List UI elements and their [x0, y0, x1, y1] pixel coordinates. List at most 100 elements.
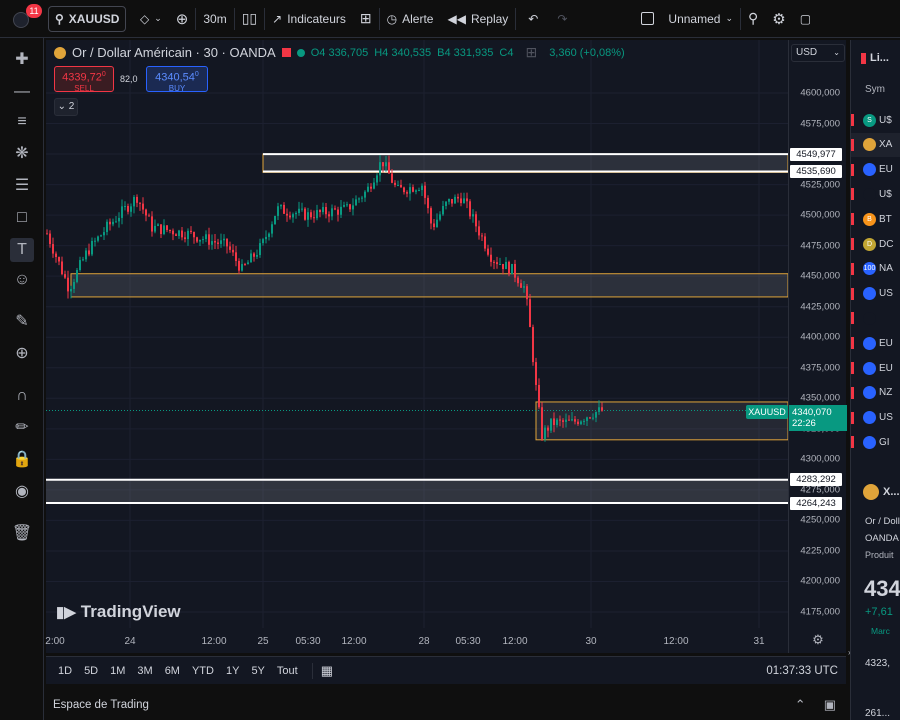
watchlist-row[interactable]: D DC	[851, 232, 900, 256]
time-tick-label: 28	[418, 636, 430, 647]
candle-body	[361, 197, 363, 199]
watchlist-row[interactable]	[851, 306, 900, 330]
sell-button[interactable]: 4339,720 SELL	[54, 66, 114, 93]
indicators-button[interactable]: ↗ Indicateurs	[265, 0, 353, 38]
quick-search-button[interactable]: ⚲	[741, 0, 765, 38]
watchlist-header[interactable]: Li...	[861, 52, 889, 64]
candle-body	[286, 213, 288, 216]
text-tool[interactable]: T	[10, 238, 34, 262]
watchlist-row[interactable]: GI	[851, 430, 900, 454]
horizontal-line-price-label[interactable]: 4283,292	[790, 473, 842, 487]
templates-button[interactable]: ⊞	[353, 0, 379, 38]
pattern-tool[interactable]: ❋	[10, 142, 34, 166]
date-range-bar: 1D 5D 1M 3M 6M YTD 1Y 5Y Tout ▦ 01:37:33 UTC	[46, 656, 846, 684]
horizontal-line-price-label[interactable]: 4264,243	[790, 496, 842, 510]
candle-body	[136, 196, 138, 203]
detail-name: Or / Dolla	[865, 516, 900, 527]
shapes-tool[interactable]: □	[10, 206, 34, 230]
buy-button[interactable]: 4340,540 BUY	[146, 66, 208, 93]
flag-icon	[851, 386, 854, 399]
candle-body	[52, 244, 54, 254]
emoji-tool[interactable]: ☺	[10, 268, 34, 292]
candle-body	[232, 249, 234, 253]
watchlist-row[interactable]: US	[851, 282, 900, 306]
candle-body	[76, 270, 78, 283]
watchlist-panel: Li... Sym S U$ XA EU U$ B BT D DC 100 NA US EU EU NZ US…	[850, 40, 900, 720]
range-button-tout[interactable]: Tout	[276, 664, 298, 677]
redo-button[interactable]: ↷	[550, 0, 574, 38]
price-axis[interactable]: USD ⌄ 4600,0004575,0004550,0004525,00045…	[788, 40, 847, 653]
range-button-5y[interactable]: 5Y	[251, 664, 265, 677]
compare-button[interactable]: ◇ ⌄	[133, 0, 169, 38]
watchlist-row[interactable]: B BT	[851, 207, 900, 231]
horizontal-line-price-label[interactable]: 4535,690	[790, 165, 842, 179]
plus-circle-icon: ⊕	[175, 10, 189, 28]
crosshair-tool[interactable]: ✚	[10, 48, 34, 72]
stay-drawing-tool[interactable]: ✏	[10, 416, 34, 440]
lock-drawings-tool[interactable]: 🔒	[10, 448, 34, 472]
candlestick-chart[interactable]	[46, 40, 788, 653]
profile-menu[interactable]: 11	[10, 3, 42, 34]
range-button-1y[interactable]: 1Y	[225, 664, 240, 677]
indicators-toggle[interactable]: ⌄ 2	[54, 98, 78, 116]
alert-button[interactable]: ◷ Alerte	[380, 0, 441, 38]
range-button-6m[interactable]: 6M	[164, 664, 180, 677]
clock[interactable]: 01:37:33 UTC	[766, 664, 838, 677]
watchlist-row[interactable]: EU	[851, 356, 900, 380]
status-dot-icon	[296, 48, 305, 57]
range-button-1m[interactable]: 1M	[110, 664, 126, 677]
candle-body	[316, 210, 318, 219]
watchlist-row[interactable]: EU	[851, 158, 900, 182]
layout-button[interactable]	[634, 0, 661, 38]
magnet-tool[interactable]: ∩	[10, 384, 34, 408]
axis-settings-button[interactable]: ⚙	[810, 632, 826, 648]
watchlist-row[interactable]: US	[851, 406, 900, 430]
candle-body	[166, 225, 168, 231]
add-symbol-button[interactable]: ⊕	[169, 0, 196, 38]
goto-date-button[interactable]: ▦	[321, 663, 333, 679]
watchlist-row[interactable]: S U$	[851, 108, 900, 132]
fib-tool[interactable]: ☰	[10, 174, 34, 198]
watchlist-row[interactable]: NZ	[851, 381, 900, 405]
bottom-panel-bar: Espace de Trading ⌃ ▣	[46, 690, 846, 720]
maximize-panel-button[interactable]: ▣	[824, 697, 836, 713]
horizontal-lines-tool[interactable]: ≡	[10, 110, 34, 134]
chart-type-button[interactable]: ▯▯	[235, 0, 264, 38]
currency-selector[interactable]: USD ⌄	[791, 44, 845, 62]
trendline-tool[interactable]: —	[10, 80, 34, 104]
interval-button[interactable]: 30m	[203, 11, 227, 26]
ruler-tool[interactable]: ✎	[10, 310, 34, 334]
candle-body	[313, 217, 315, 219]
watchlist-symbol: EU	[879, 164, 893, 176]
search-icon: ⚲	[55, 11, 64, 26]
remove-drawings-tool[interactable]: 🗑	[10, 522, 34, 546]
chart-pane[interactable]: Or / Dollar Américain · 30 · OANDA O4 33…	[46, 40, 846, 653]
symbol-icon: 100	[863, 262, 876, 276]
candle-body	[505, 261, 507, 270]
gold-icon	[863, 484, 879, 500]
range-button-1d[interactable]: 1D	[58, 664, 73, 677]
watchlist-row[interactable]: XA	[851, 132, 900, 157]
undo-button[interactable]: ↶	[516, 0, 550, 38]
trendline-icon: —	[14, 83, 30, 100]
fullscreen-button[interactable]: ▢	[793, 0, 818, 38]
replay-button[interactable]: ◀◀ Replay	[440, 0, 515, 38]
watchlist-row[interactable]: EU	[851, 331, 900, 355]
watchlist-row[interactable]: U$	[851, 182, 900, 206]
time-axis[interactable]: 2:00 24 12:00 25 05:30 12:00 28 05:30 12:00 30 12:…	[45, 628, 788, 653]
watchlist-row[interactable]: 100 NA	[851, 257, 900, 281]
symbol-search-button[interactable]: ⚲ XAUUSD	[48, 5, 126, 32]
layout-name-button[interactable]: Unnamed ⌄	[661, 0, 740, 38]
settings-button[interactable]: ⚙	[765, 0, 792, 38]
trading-panel-tab[interactable]: Espace de Trading	[53, 699, 149, 711]
collapse-panel-button[interactable]: ⌃	[795, 697, 806, 713]
horizontal-line-price-label[interactable]: 4549,977	[790, 147, 842, 161]
range-button-5d[interactable]: 5D	[84, 664, 99, 677]
range-button-ytd[interactable]: YTD	[191, 664, 214, 677]
watchlist-symbol: DC	[879, 238, 894, 250]
zoom-tool[interactable]: ⊕	[10, 342, 34, 366]
range-button-3m[interactable]: 3M	[137, 664, 153, 677]
candle-body	[334, 208, 336, 210]
watchlist-symbol: NZ	[879, 387, 893, 399]
hide-drawings-tool[interactable]: ◉	[10, 480, 34, 504]
